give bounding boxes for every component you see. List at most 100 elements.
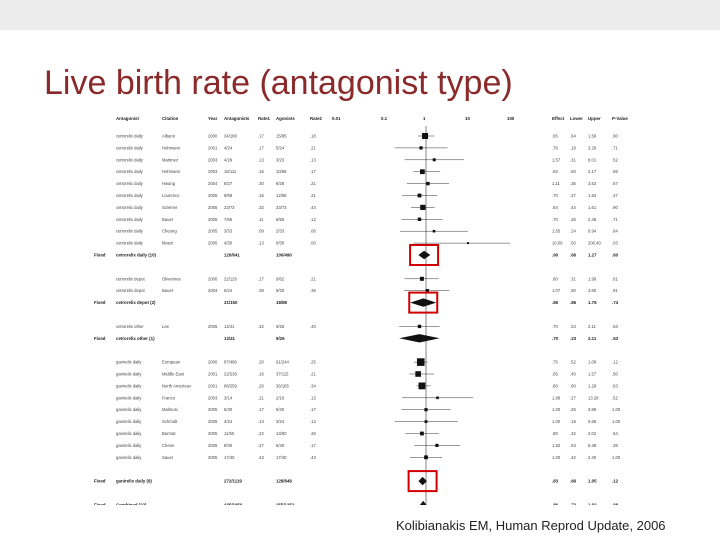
cell-n2: 15/85 xyxy=(276,134,287,139)
cell-r1: .20 xyxy=(258,360,264,365)
cell-n2: 3/24 xyxy=(276,419,285,424)
study-marker xyxy=(418,382,426,390)
cell-upper: 6.38 xyxy=(588,443,597,448)
cell-effect: .65 xyxy=(552,372,558,377)
cell-n1: 12/41 xyxy=(224,336,236,341)
cell-p: .74 xyxy=(612,300,619,305)
cell-lower: .72 xyxy=(570,502,577,505)
cell-effect: .75 xyxy=(552,360,558,365)
cell-upper: 1.05 xyxy=(588,479,597,484)
cell-lower: .26 xyxy=(570,217,576,222)
cell-effect: .86 xyxy=(552,502,559,505)
cell-citation: Cheung xyxy=(162,229,177,234)
cell-n1: 5/30 xyxy=(224,407,233,412)
cell-n1: 87/486 xyxy=(224,360,237,365)
cell-effect: .80 xyxy=(552,383,558,388)
cell-citation: Lourenco xyxy=(162,193,180,198)
cell-upper: 1.61 xyxy=(588,205,597,210)
cell-n1: 3/24 xyxy=(224,419,233,424)
cell-citation: Moezi xyxy=(162,241,173,246)
cell-lower: .23 xyxy=(570,336,577,341)
cell-antagonist: ganirelix daily xyxy=(116,431,142,436)
top-bar xyxy=(0,0,720,30)
cell-effect: .84 xyxy=(552,205,558,210)
cell-antagonist: cetrorelix other (1) xyxy=(116,336,155,341)
forest-plot: Antagonist Citation Year Antagonists Rate1 Ag… xyxy=(94,116,628,505)
cell-antagonist: cetrorelix depot xyxy=(116,288,145,293)
cell-lower: .60 xyxy=(570,383,576,388)
cell-effect: 1.00 xyxy=(552,407,561,412)
cell-r1: .32 xyxy=(258,205,264,210)
study-marker xyxy=(467,242,469,245)
cell-antagonist: ganirelix daily xyxy=(116,372,142,377)
cell-n2: 36/165 xyxy=(276,383,289,388)
cell-antagonist: ganirelix daily xyxy=(116,407,142,412)
cell-r1: .16 xyxy=(258,372,264,377)
cell-n2: 10/58 xyxy=(276,169,287,174)
cell-r1: .17 xyxy=(258,276,264,281)
cell-upper: 2.17 xyxy=(588,169,597,174)
study-marker xyxy=(415,371,421,377)
cell-p: .91 xyxy=(612,288,618,293)
cell-n1: 7/66 xyxy=(224,217,233,222)
cell-r1: .15 xyxy=(258,169,264,174)
cell-year: 2005 xyxy=(208,205,218,210)
cell-year: 2004 xyxy=(208,288,218,293)
cell-r1: .26 xyxy=(258,383,264,388)
cell-year: 2005 xyxy=(208,324,218,329)
cell-r2: .18 xyxy=(310,134,316,139)
cell-n1: 120/641 xyxy=(224,253,240,258)
cell-year: 2001 xyxy=(208,383,218,388)
cell-n2: 6/55 xyxy=(276,217,285,222)
cell-upper: 5.68 xyxy=(588,419,597,424)
cell-lower: .32 xyxy=(570,431,576,436)
row-group-label: Fixed xyxy=(94,336,106,341)
cell-n1: 34/188 xyxy=(224,134,237,139)
cell-citation: Schmidt xyxy=(162,419,178,424)
cell-upper: 8.01 xyxy=(588,157,597,162)
cell-n2: 37/115 xyxy=(276,372,289,377)
column-header: Antagonist xyxy=(116,116,139,121)
cell-upper: 2.02 xyxy=(588,431,597,436)
cell-effect: 1.00 xyxy=(552,419,561,424)
cell-upper: 2.48 xyxy=(588,217,597,222)
cell-year: 2005 xyxy=(208,241,218,246)
cell-lower: .31 xyxy=(570,276,576,281)
cell-effect: .95 xyxy=(552,134,558,139)
cell-citation: Olivennes xyxy=(162,276,181,281)
cell-r1: .09 xyxy=(258,229,264,234)
cell-n2: 2/33 xyxy=(276,229,285,234)
cell-p: .47 xyxy=(612,193,618,198)
cell-p: .52 xyxy=(612,395,618,400)
column-header: Upper xyxy=(588,116,601,121)
study-marker xyxy=(424,455,428,460)
cell-r1: .27 xyxy=(258,443,264,448)
cell-n1: 9/58 xyxy=(224,193,233,198)
cell-effect: .86 xyxy=(552,300,559,305)
column-header: 0.01 xyxy=(332,116,341,121)
cell-lower: .66 xyxy=(570,479,577,484)
cell-citation: Martinez xyxy=(162,157,178,162)
cell-r1: .15 xyxy=(258,193,264,198)
cell-lower: .64 xyxy=(570,134,576,139)
cell-upper: 2.11 xyxy=(588,336,597,341)
cell-n1: 16/111 xyxy=(224,169,237,174)
cell-effect: 1.82 xyxy=(552,443,561,448)
cell-n2: 5/30 xyxy=(276,443,285,448)
cell-lower: .23 xyxy=(570,324,576,329)
cell-r2: .44 xyxy=(310,205,316,210)
cell-upper: 3.53 xyxy=(588,181,597,186)
study-marker xyxy=(417,193,422,198)
cell-n2: 128/648 xyxy=(276,479,292,484)
citation: Kolibianakis EM, Human Reprod Update, 20… xyxy=(396,518,666,533)
cell-p: .64 xyxy=(612,229,618,234)
cell-n1: 3/33 xyxy=(224,229,233,234)
cell-p: .08 xyxy=(612,502,619,505)
cell-year: 2005 xyxy=(208,455,218,460)
cell-antagonist: ganirelix daily xyxy=(116,455,142,460)
cell-antagonist: cetrorelix depot (2) xyxy=(116,300,156,305)
slide-title: Live birth rate (antagonist type) xyxy=(44,64,513,102)
study-marker xyxy=(424,408,428,412)
cell-antagonist: cetrorelix daily xyxy=(116,134,144,139)
cell-p: .61 xyxy=(612,276,618,281)
